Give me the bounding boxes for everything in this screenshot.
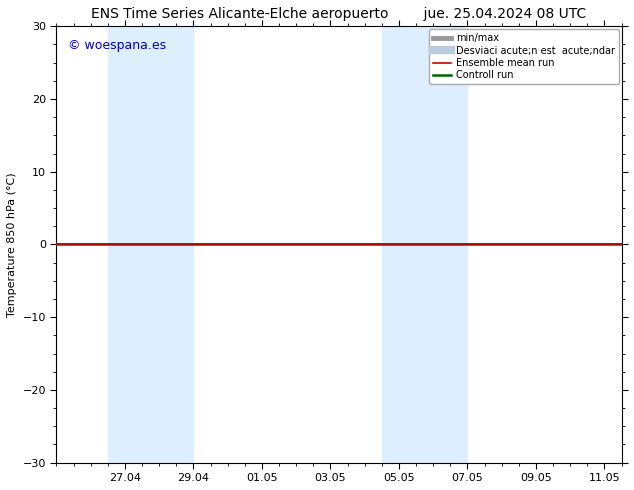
Legend: min/max, Desviaci acute;n est  acute;ndar, Ensemble mean run, Controll run: min/max, Desviaci acute;n est acute;ndar…: [429, 29, 619, 84]
Y-axis label: Temperature 850 hPa (°C): Temperature 850 hPa (°C): [7, 172, 17, 317]
Bar: [108, 26, 193, 463]
Title: ENS Time Series Alicante-Elche aeropuerto        jue. 25.04.2024 08 UTC: ENS Time Series Alicante-Elche aeropuert…: [91, 7, 586, 21]
Text: © woespana.es: © woespana.es: [68, 39, 166, 52]
Bar: [382, 26, 467, 463]
